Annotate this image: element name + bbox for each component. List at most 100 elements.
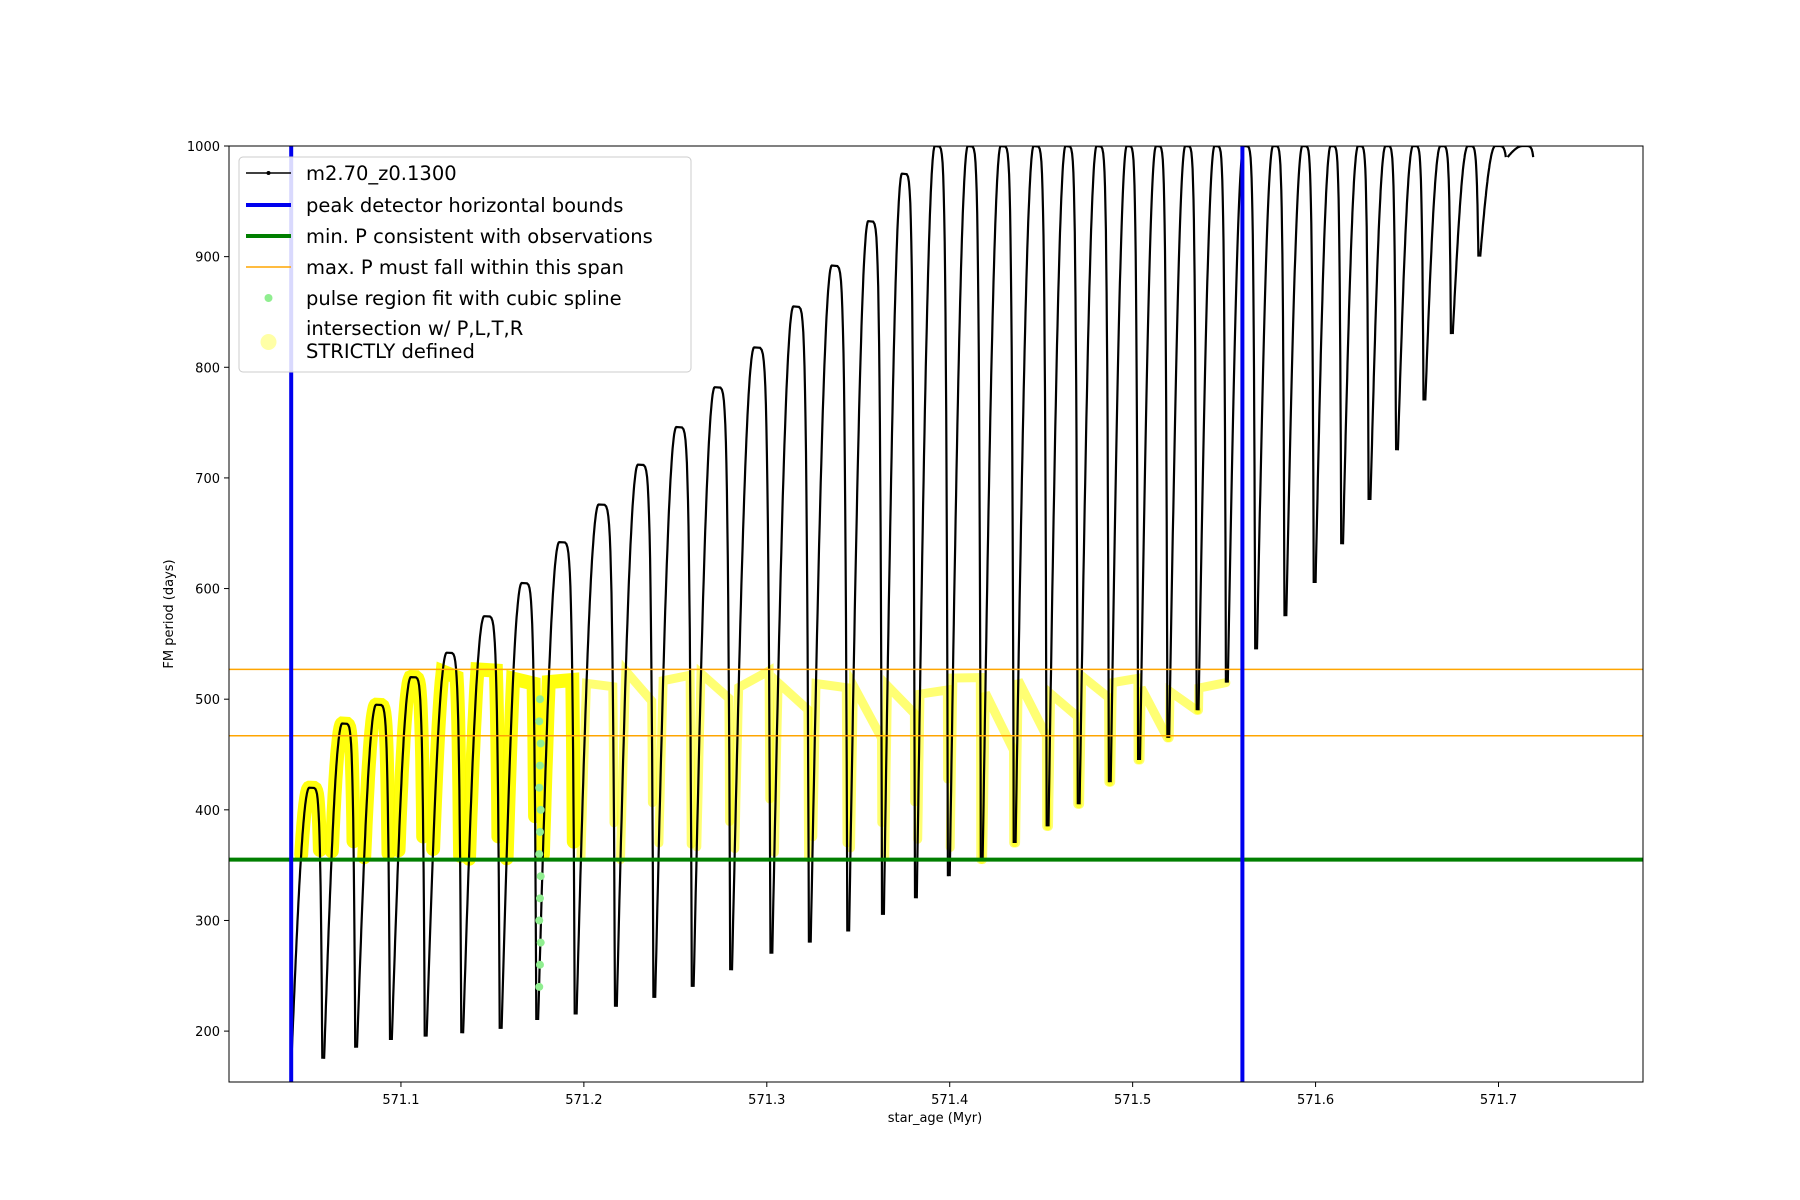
spline-point <box>535 717 544 726</box>
spline-point <box>535 850 544 859</box>
y-tick-label: 500 <box>195 693 220 708</box>
track-pulse <box>1226 146 1257 683</box>
track-pulse <box>1168 146 1198 738</box>
y-tick-label: 600 <box>195 583 220 598</box>
track-pulse <box>1197 146 1227 711</box>
spline-point <box>535 761 544 770</box>
legend-label: m2.70_z0.1300 <box>306 162 457 185</box>
spline-point <box>536 739 545 748</box>
track-pulse <box>1479 146 1507 257</box>
track-pulse <box>500 581 538 1029</box>
legend-handle-intersection <box>260 334 277 350</box>
intersection-segment <box>1044 684 1083 831</box>
y-tick-label: 300 <box>195 914 220 929</box>
track-pulse <box>425 651 463 1037</box>
spline-point <box>535 783 544 792</box>
plot-frame <box>228 145 1644 1083</box>
intersection-segment <box>1075 666 1114 809</box>
y-tick-label: 700 <box>195 472 220 487</box>
track-pulse <box>654 425 693 998</box>
y-axis: 200 300 400 500 600 700 800 900 1000 <box>187 140 229 1040</box>
model-track <box>290 146 1535 1067</box>
x-tick-label: 571.1 <box>382 1093 419 1108</box>
y-tick-label: 200 <box>195 1025 220 1040</box>
x-tick-label: 571.4 <box>931 1093 968 1108</box>
y-tick-label: 400 <box>195 804 220 819</box>
spline-point <box>535 916 544 925</box>
track-pulse <box>1369 146 1398 501</box>
spline-point <box>535 960 544 969</box>
y-tick-label: 1000 <box>187 140 220 155</box>
intersection-segment <box>1164 682 1202 743</box>
legend-handle-track-marker <box>266 171 271 175</box>
legend-box <box>238 156 692 373</box>
track-pulse <box>615 463 655 1007</box>
track-pulse <box>462 615 501 1034</box>
track-pulse <box>1314 146 1343 584</box>
track-pulse <box>692 386 732 987</box>
legend-label: intersection w/ P,L,T,R STRICTLY defined <box>306 317 523 363</box>
intersection-segment <box>1135 685 1172 765</box>
intersection-segment <box>1194 678 1231 715</box>
track-pulse <box>1109 146 1140 783</box>
track-pulse <box>1396 146 1425 451</box>
track-pulse <box>1451 146 1480 335</box>
intersection-segment <box>880 675 920 862</box>
x-tick-label: 571.5 <box>1114 1093 1151 1108</box>
track-pulse <box>882 172 917 915</box>
track-pulse <box>1047 146 1079 827</box>
track-pulse <box>1424 146 1452 401</box>
y-tick-label: 800 <box>195 361 220 376</box>
intersection-segment <box>692 663 735 852</box>
spline-point <box>536 805 545 814</box>
intersection-segment <box>808 678 852 848</box>
track-pulse <box>771 305 810 954</box>
track-pulse <box>1255 146 1286 650</box>
track-pulse <box>1138 146 1169 761</box>
cubic-spline-points <box>535 695 545 991</box>
track-pulse <box>915 146 949 899</box>
track-pulse <box>948 146 982 877</box>
x-axis: 571.1 571.2 571.3 571.4 571.5 571.6 571.7 <box>382 1082 1517 1108</box>
spline-point <box>536 938 545 947</box>
x-tick-label: 571.3 <box>748 1093 785 1108</box>
track-pulse <box>730 346 772 971</box>
x-tick-label: 571.6 <box>1297 1093 1334 1108</box>
legend-label: max. P must fall within this span <box>306 256 624 279</box>
intersection-segment <box>913 684 953 844</box>
intersection-segment <box>654 669 696 849</box>
spline-point <box>535 695 544 704</box>
spline-point <box>535 827 544 836</box>
intersection-segment <box>945 673 986 865</box>
track-pulse <box>1078 146 1110 805</box>
track-pulse <box>537 540 576 1021</box>
spline-point <box>535 982 544 991</box>
spline-point <box>536 872 545 881</box>
y-axis-label: FM period (days) <box>162 559 177 668</box>
track-pulse <box>1341 146 1370 545</box>
spline-point <box>535 894 544 903</box>
track-pulse <box>1285 146 1315 617</box>
track-pulse <box>290 786 324 1067</box>
legend-label: peak detector horizontal bounds <box>306 194 623 217</box>
plot-area <box>229 146 1643 1082</box>
horizontal-reference-lines <box>229 668 1643 862</box>
legend-label: pulse region fit with cubic spline <box>306 287 622 310</box>
y-tick-label: 900 <box>195 251 220 266</box>
intersection-segment <box>978 691 1019 865</box>
intersection-segment <box>846 668 887 853</box>
x-axis-label: star_age (Myr) <box>888 1111 982 1126</box>
x-tick-label: 571.7 <box>1480 1093 1517 1108</box>
intersection-segment <box>1106 672 1143 787</box>
legend-handle-spline <box>264 294 273 302</box>
track-pulse <box>848 220 884 932</box>
track-pulse <box>575 503 617 1015</box>
intersection-segment <box>769 672 814 863</box>
track-pulse <box>1506 146 1535 158</box>
track-pulse <box>981 146 1015 860</box>
legend-label: min. P consistent with observations <box>306 225 653 248</box>
track-pulse <box>809 264 849 943</box>
track-pulse <box>323 722 357 1059</box>
